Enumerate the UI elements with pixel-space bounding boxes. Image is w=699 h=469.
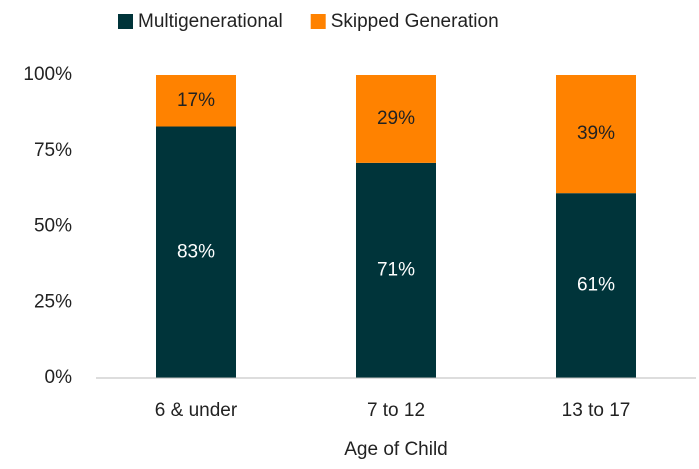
data-label: 71% — [377, 259, 415, 280]
x-axis-label: Age of Child — [344, 439, 448, 460]
data-label: 17% — [177, 90, 215, 111]
y-tick-label: 0% — [45, 367, 73, 388]
bar-segment — [356, 75, 436, 163]
legend-swatch — [118, 14, 133, 29]
legend-label: Skipped Generation — [331, 11, 499, 32]
data-label: 61% — [577, 275, 615, 296]
y-tick-label: 25% — [34, 291, 72, 312]
x-tick-label: 7 to 12 — [367, 400, 425, 421]
legend-label: Multigenerational — [138, 11, 283, 32]
bar-segment — [356, 162, 436, 378]
data-label: 83% — [177, 241, 215, 262]
bar-segment — [556, 193, 636, 378]
legend-swatch — [310, 14, 326, 29]
data-label: 29% — [377, 108, 415, 129]
y-tick-label: 75% — [34, 140, 72, 161]
y-tick-label: 50% — [34, 216, 72, 237]
y-tick-label: 100% — [23, 64, 72, 85]
bar-segment — [556, 75, 636, 194]
data-label: 39% — [577, 123, 615, 144]
x-tick-label: 13 to 17 — [562, 400, 631, 421]
bar-segment — [156, 126, 236, 378]
bar-segment — [156, 75, 236, 127]
x-tick-label: 6 & under — [155, 400, 238, 421]
